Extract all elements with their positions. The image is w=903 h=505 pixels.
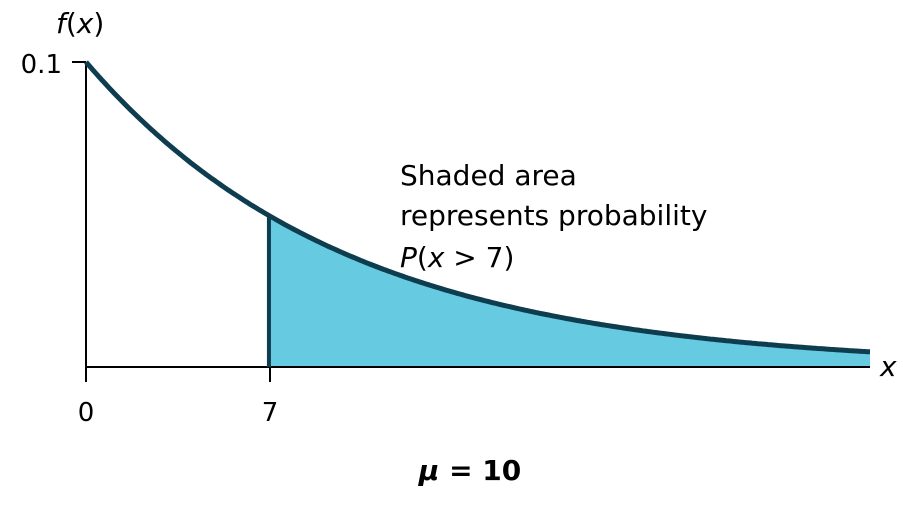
annotation-line2: represents probability (400, 199, 707, 232)
annotation-line3: P(x > 7) (400, 241, 514, 274)
annotation-line1: Shaded area (400, 159, 577, 192)
pdf-curve (84, 60, 871, 355)
y-axis-label: f(x) (56, 7, 104, 40)
x-axis-label: x (879, 350, 897, 383)
shaded-area (268, 215, 870, 367)
y-tick-label: 0.1 (21, 50, 62, 80)
x-tick-label-7: 7 (262, 398, 279, 428)
x-tick-label-0: 0 (78, 398, 95, 428)
mean-caption: μ = 10 (418, 454, 522, 487)
